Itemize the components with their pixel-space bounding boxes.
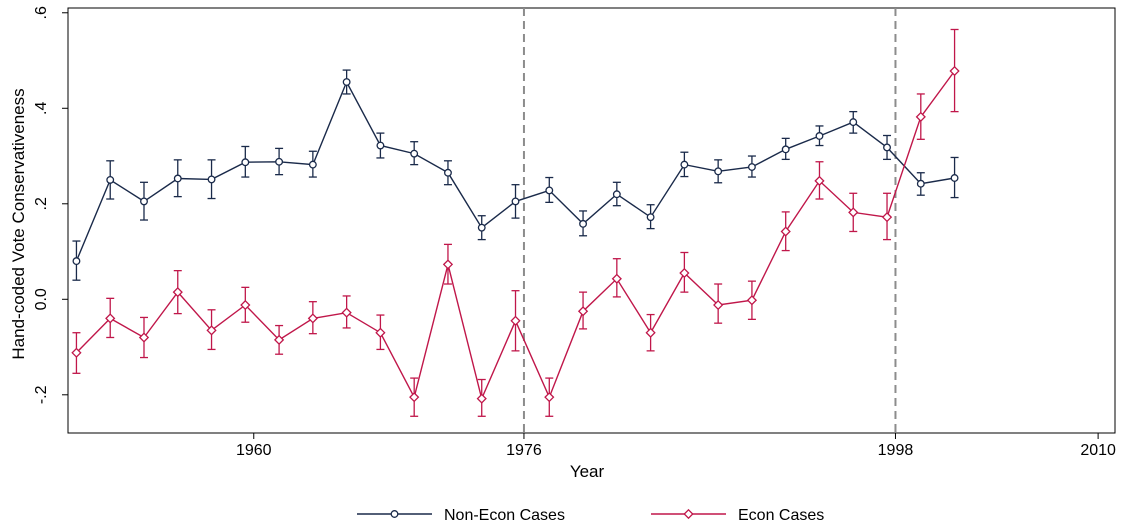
point-econ-cases-1 (105, 313, 116, 324)
point-non-econ-cases-19 (714, 167, 723, 176)
point-econ-cases-13 (510, 315, 521, 326)
legend-item-non-econ-cases: Non-Econ Cases (357, 507, 565, 524)
point-non-econ-cases-6 (275, 157, 284, 166)
axes: 1960 1976 1998 2010 -.2 0.0 .2 .4 .6 (33, 6, 1116, 459)
legend-marker-non-econ-cases (390, 510, 399, 518)
plot-frame (67, 7, 1116, 434)
legend-item-econ-cases: Econ Cases (651, 507, 824, 524)
point-non-econ-cases-4 (207, 175, 216, 184)
series-econ-cases (71, 28, 960, 417)
point-non-econ-cases-9 (376, 141, 385, 150)
point-non-econ-cases-25 (916, 179, 925, 188)
plot-border (67, 7, 1116, 434)
point-econ-cases-11 (442, 259, 454, 270)
reference-lines (522, 8, 897, 433)
y-tick-label-4: .6 (33, 6, 50, 19)
x-axis-title: Year (570, 462, 605, 481)
point-non-econ-cases-16 (612, 190, 621, 199)
point-non-econ-cases-1 (106, 175, 115, 184)
point-non-econ-cases-3 (173, 174, 182, 183)
point-non-econ-cases-13 (511, 197, 520, 206)
point-non-econ-cases-20 (747, 163, 756, 171)
point-non-econ-cases-10 (410, 149, 419, 158)
point-econ-cases-25 (915, 111, 926, 122)
point-non-econ-cases-8 (342, 78, 351, 86)
legend-marker-econ-cases (683, 508, 694, 520)
series-layer (71, 28, 960, 417)
y-tick-label-1: 0.0 (33, 288, 50, 310)
legend-label-econ-cases: Econ Cases (738, 507, 824, 524)
point-non-econ-cases-17 (646, 213, 655, 222)
x-tick-label-1976: 1976 (506, 442, 542, 459)
point-econ-cases-19 (713, 299, 724, 311)
point-econ-cases-7 (307, 313, 318, 324)
point-non-econ-cases-5 (241, 158, 250, 167)
series-non-econ-cases (72, 69, 959, 281)
point-econ-cases-12 (476, 393, 487, 404)
point-econ-cases-9 (375, 327, 386, 338)
point-non-econ-cases-14 (545, 186, 554, 195)
point-econ-cases-6 (273, 334, 285, 346)
legend: Non-Econ Cases Econ Cases (357, 507, 824, 524)
point-non-econ-cases-22 (815, 132, 824, 140)
point-econ-cases-2 (138, 332, 150, 343)
point-econ-cases-17 (645, 327, 656, 338)
point-non-econ-cases-12 (477, 223, 486, 232)
point-econ-cases-4 (206, 325, 217, 336)
point-non-econ-cases-24 (883, 143, 891, 152)
point-non-econ-cases-21 (781, 145, 790, 154)
y-axis-title: Hand-coded Vote Conservativeness (9, 88, 28, 359)
x-tick-label-2010: 2010 (1080, 442, 1116, 459)
point-econ-cases-5 (240, 299, 251, 311)
point-econ-cases-21 (780, 226, 791, 237)
x-tick-label-1960: 1960 (236, 442, 272, 459)
point-econ-cases-14 (544, 392, 555, 403)
point-econ-cases-3 (172, 287, 183, 298)
point-non-econ-cases-26 (950, 174, 959, 182)
point-econ-cases-20 (746, 295, 758, 306)
point-econ-cases-26 (949, 65, 960, 77)
series-line-non-econ-cases (75, 80, 955, 262)
point-econ-cases-16 (611, 273, 622, 284)
point-non-econ-cases-15 (579, 219, 588, 228)
point-non-econ-cases-7 (308, 160, 317, 169)
point-econ-cases-18 (679, 267, 690, 279)
point-econ-cases-24 (881, 212, 893, 223)
point-econ-cases-10 (409, 392, 420, 403)
x-tick-label-1998: 1998 (878, 442, 914, 459)
point-non-econ-cases-2 (140, 197, 148, 206)
point-econ-cases-22 (814, 175, 825, 186)
point-econ-cases-23 (848, 207, 859, 218)
point-econ-cases-8 (341, 307, 352, 318)
y-tick-label-2: .2 (33, 197, 50, 210)
point-non-econ-cases-23 (849, 118, 858, 127)
y-tick-label-3: .4 (33, 102, 50, 115)
point-non-econ-cases-11 (444, 168, 452, 177)
point-econ-cases-15 (577, 306, 589, 317)
point-non-econ-cases-0 (72, 257, 81, 266)
y-tick-label-0: -.2 (33, 385, 50, 404)
legend-label-non-econ-cases: Non-Econ Cases (444, 507, 565, 524)
point-econ-cases-0 (71, 347, 82, 358)
point-non-econ-cases-18 (680, 160, 689, 169)
